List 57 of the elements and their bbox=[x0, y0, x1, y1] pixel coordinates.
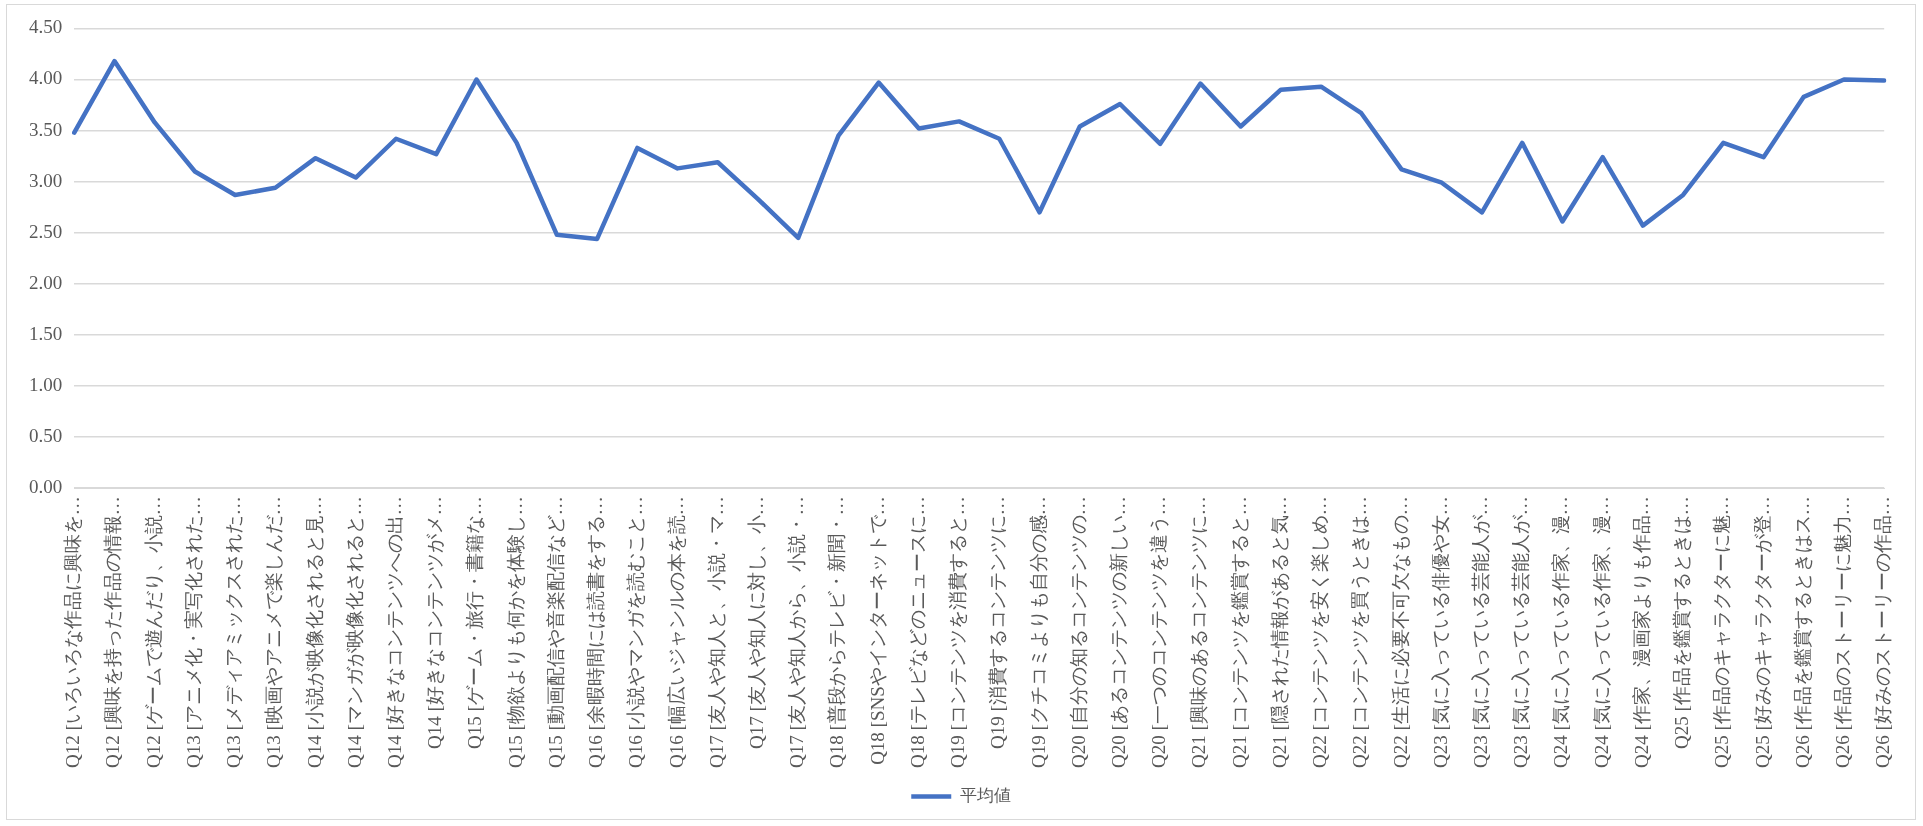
x-tick-label: Q24 [作家、漫画家よりも作品… bbox=[1630, 496, 1652, 769]
x-tick-label: Q23 [気に入っている芸能人が… bbox=[1510, 496, 1532, 769]
y-tick-label: 2.00 bbox=[29, 271, 63, 293]
x-tick-label: Q23 [気に入っている芸能人が… bbox=[1469, 496, 1491, 769]
x-tick-label: Q12 [ゲームで遊んだり、小説… bbox=[142, 496, 164, 769]
y-tick-label: 1.00 bbox=[29, 374, 63, 396]
y-tick-label: 0.50 bbox=[29, 425, 63, 447]
x-tick-label: Q16 [余暇時間には読書をする… bbox=[585, 496, 607, 769]
y-tick-label: 4.50 bbox=[29, 16, 63, 38]
x-tick-label: Q22 [生活に必要不可欠なもの… bbox=[1389, 496, 1411, 769]
x-tick-label: Q18 [テレビなどのニュースに… bbox=[906, 496, 928, 769]
x-tick-label: Q18 [普段からテレビ・新聞・… bbox=[826, 496, 848, 769]
x-tick-label: Q23 [気に入っている俳優や女… bbox=[1429, 496, 1451, 769]
x-tick-label: Q13 [メディアミックスされた… bbox=[223, 496, 245, 769]
x-tick-label: Q16 [幅広いジャンルの本を読… bbox=[665, 496, 687, 769]
x-tick-label: Q25 [好みのキャラクターが登… bbox=[1751, 496, 1773, 769]
x-tick-label: Q25 [作品を鑑賞するときは… bbox=[1671, 496, 1693, 750]
x-tick-label: Q21 [興味のあるコンテンツに… bbox=[1188, 496, 1210, 769]
x-tick-label: Q25 [作品のキャラクターに魅… bbox=[1711, 496, 1733, 769]
x-tick-label: Q15 [物欲よりも何かを体験し… bbox=[504, 496, 526, 769]
x-tick-label: Q26 [作品を鑑賞するときはス… bbox=[1791, 496, 1813, 769]
x-tick-label: Q15 [動画配信や音楽配信など… bbox=[544, 496, 566, 769]
x-tick-label: Q12 [いろいろな作品に興味を… bbox=[62, 496, 84, 769]
y-tick-label: 4.00 bbox=[29, 67, 63, 89]
x-tick-label: Q14 [マンガが映像化されると… bbox=[343, 496, 365, 769]
x-tick-label: Q18 [SNSやインターネットで… bbox=[866, 496, 888, 765]
x-tick-label: Q16 [小説やマンガを読むこと… bbox=[625, 496, 647, 769]
x-tick-label: Q22 [コンテンツを買うときは… bbox=[1349, 496, 1371, 769]
x-tick-label: Q26 [好みのストーリーの作品… bbox=[1872, 496, 1894, 769]
x-tick-label: Q15 [ゲーム・旅行・書籍な… bbox=[464, 496, 486, 750]
x-tick-label: Q26 [作品のストーリーに魅力… bbox=[1831, 496, 1853, 769]
x-tick-label: Q19 [コンテンツを消費すると… bbox=[947, 496, 969, 769]
y-tick-label: 1.50 bbox=[29, 322, 63, 344]
x-tick-label: Q12 [興味を持った作品の情報… bbox=[102, 496, 124, 769]
x-tick-label: Q14 [好きなコンテンツへの出… bbox=[384, 496, 405, 769]
x-tick-label: Q19 [消費するコンテンツに… bbox=[987, 496, 1009, 750]
y-tick-label: 2.50 bbox=[29, 220, 63, 242]
x-tick-label: Q22 [コンテンツを安く楽しめ… bbox=[1309, 496, 1331, 769]
x-tick-label: Q17 [友人や知人と、小説・マ… bbox=[705, 496, 727, 769]
legend-label: 平均値 bbox=[959, 785, 1011, 805]
y-tick-label: 3.50 bbox=[29, 118, 63, 140]
y-tick-label: 3.00 bbox=[29, 169, 63, 191]
x-tick-label: Q20 [一つのコンテンツを違う… bbox=[1148, 496, 1170, 769]
x-tick-label: Q20 [あるコンテンツの新しい… bbox=[1107, 496, 1129, 769]
x-tick-label: Q21 [コンテンツを鑑賞すると… bbox=[1228, 496, 1250, 769]
x-tick-label: Q20 [自分の知るコンテンツの… bbox=[1067, 496, 1089, 769]
x-tick-label: Q14 [小説が映像化されると見… bbox=[303, 496, 325, 769]
x-tick-label: Q14 [好きなコンテンツがメ… bbox=[424, 496, 446, 750]
y-tick-label: 0.00 bbox=[29, 476, 63, 498]
x-tick-label: Q24 [気に入っている作家、漫… bbox=[1590, 496, 1612, 769]
x-tick-label: Q17 [友人や知人に対し、小… bbox=[745, 496, 767, 750]
x-tick-label: Q24 [気に入っている作家、漫… bbox=[1550, 496, 1572, 769]
x-tick-label: Q19 [クチコミよりも自分の感… bbox=[1027, 496, 1049, 769]
x-tick-label: Q13 [アニメ化・実写化された… bbox=[182, 496, 204, 769]
x-tick-label: Q13 [映画やアニメで楽しんだ… bbox=[263, 496, 285, 769]
x-tick-label: Q17 [友人や知人から、小説・… bbox=[786, 496, 808, 769]
x-tick-label: Q21 [隠された情報があると気… bbox=[1268, 496, 1290, 769]
